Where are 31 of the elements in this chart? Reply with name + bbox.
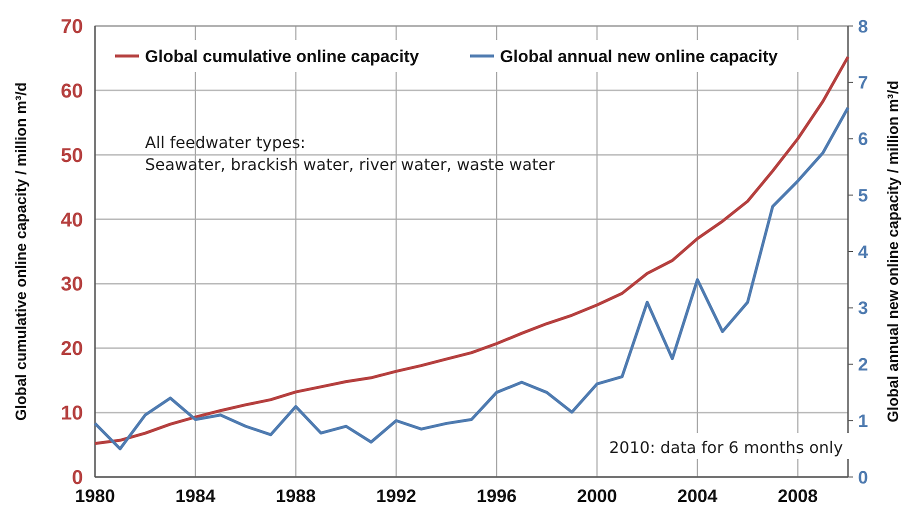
y2-tick-label: 4 xyxy=(858,242,868,262)
legend-label: Global cumulative online capacity xyxy=(145,46,420,66)
y2-axis-title: Global annual new online capacity / million m³/d xyxy=(885,80,902,422)
y2-tick-label: 0 xyxy=(858,467,868,488)
y-tick-label: 40 xyxy=(60,209,83,232)
y-tick-label: 50 xyxy=(60,144,83,167)
y-tick-label: 30 xyxy=(60,274,83,296)
y2-tick-label: 1 xyxy=(858,410,868,431)
y-tick-label: 10 xyxy=(60,402,83,425)
y-tick-label: 0 xyxy=(72,467,83,489)
y-tick-label: 20 xyxy=(60,338,83,360)
y-axis-title: Global cumulative online capacity / million m³/d xyxy=(13,82,30,421)
x-tick-label: 1980 xyxy=(74,486,116,506)
y2-tick-label: 3 xyxy=(858,298,868,318)
y2-tick-label: 8 xyxy=(858,16,868,36)
legend-label: Global annual new online capacity xyxy=(500,46,778,66)
y2-tick-label: 2 xyxy=(858,354,868,375)
x-tick-label: 2008 xyxy=(778,486,818,506)
x-tick-label: 1996 xyxy=(476,486,517,506)
x-tick-label: 1984 xyxy=(175,486,216,506)
y-tick-label: 70 xyxy=(60,16,83,38)
y-tick-label: 60 xyxy=(60,80,83,102)
x-tick-label: 2000 xyxy=(576,486,618,506)
annotation: 2010: data for 6 months only xyxy=(609,438,843,457)
y2-tick-label: 5 xyxy=(858,185,868,206)
y2-tick-label: 7 xyxy=(858,72,868,93)
x-tick-label: 2004 xyxy=(677,486,718,506)
y2-tick-label: 6 xyxy=(858,129,868,150)
x-tick-label: 1992 xyxy=(376,486,416,506)
x-tick-label: 1988 xyxy=(276,486,316,506)
annotation: All feedwater types: Seawater, brackish water, river water, waste water xyxy=(145,133,556,174)
